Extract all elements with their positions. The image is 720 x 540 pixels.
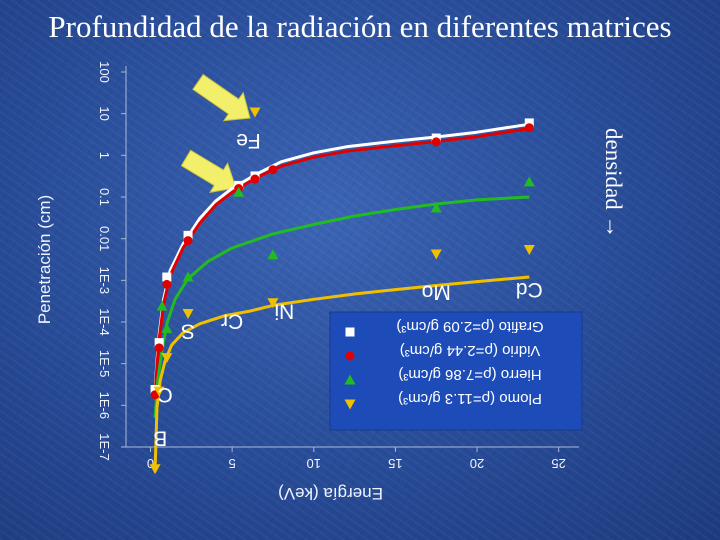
- series-3-point: [182, 271, 194, 282]
- y-tick-label: 0.01: [97, 226, 112, 251]
- legend-label: Grafito (ρ=2.09 g/cm³): [396, 318, 543, 335]
- series-4-point: [149, 464, 161, 475]
- series-line-4: [153, 275, 530, 469]
- fe-arrow: [192, 73, 251, 122]
- series-2-point: [431, 137, 441, 147]
- series-2-point: [250, 174, 260, 184]
- series-2-point: [154, 343, 164, 353]
- y-tick-label: 10: [97, 106, 112, 120]
- series-1-point: [154, 338, 164, 348]
- series-4-point: [267, 298, 279, 309]
- legend-label: Vidrio (ρ=2.44 g/cm³): [400, 342, 540, 359]
- y-tick-label: 1: [97, 152, 112, 159]
- series-line-2: [153, 127, 530, 395]
- series-3-point: [156, 300, 168, 311]
- x-tick-label: 20: [470, 456, 484, 471]
- y-tick-label: 1E-4: [97, 308, 112, 335]
- series-3-point: [267, 249, 279, 260]
- y-tick-label: 0.1: [97, 188, 112, 206]
- element-label: B: [153, 426, 167, 449]
- legend-marker: [344, 399, 356, 410]
- series-3-point: [233, 186, 245, 197]
- y-tick-label: 1E-7: [97, 433, 112, 460]
- series-4-point: [161, 353, 173, 364]
- series-4-point: [523, 244, 535, 255]
- series-1-point: [162, 272, 172, 282]
- series-2-point: [162, 279, 172, 289]
- element-label: S: [181, 320, 195, 343]
- x-tick-label: 25: [551, 456, 565, 471]
- x-tick-label: 5: [229, 456, 236, 471]
- element-label: Fe: [236, 129, 261, 152]
- series-3-point: [161, 322, 173, 333]
- series-1-point: [524, 118, 534, 128]
- legend-marker: [344, 374, 356, 385]
- legend-label: Hierro (ρ=7.86 g/cm³): [398, 366, 541, 383]
- y-tick-label: 1E-5: [97, 350, 112, 377]
- element-label: Cd: [516, 278, 543, 301]
- x-tick-label: 0: [147, 456, 154, 471]
- legend-marker: [345, 327, 355, 337]
- y-tick-label: 1E-6: [97, 392, 112, 419]
- series-4-point: [182, 308, 194, 319]
- series-1-point: [183, 230, 193, 240]
- y-axis-label: Penetración (cm): [35, 195, 54, 324]
- element-label: Ni: [274, 300, 294, 323]
- element-label: C: [158, 383, 173, 406]
- series-3-point: [523, 176, 535, 187]
- legend-label: Plomo (ρ=11.3 g/cm³): [398, 390, 542, 407]
- element-label: Mo: [422, 280, 451, 303]
- element-label: Cr: [221, 309, 243, 332]
- legend-marker: [345, 351, 355, 361]
- series-3-point: [430, 202, 442, 213]
- series-2-point: [183, 236, 193, 246]
- series-4-point: [153, 386, 165, 397]
- x-axis-label: Energía (keV): [278, 484, 383, 503]
- y-tick-label: 1E-3: [97, 267, 112, 294]
- y-tick-label: 100: [97, 61, 112, 83]
- k-edge-arrow: [180, 149, 237, 193]
- series-4-point: [430, 249, 442, 260]
- density-annotation: densidad →: [601, 128, 626, 239]
- series-1-point: [150, 384, 160, 394]
- x-tick-label: 10: [307, 456, 321, 471]
- series-4-point: [249, 107, 261, 118]
- series-2-point: [268, 165, 278, 175]
- x-tick-label: 15: [388, 456, 402, 471]
- series-2-point: [524, 123, 534, 133]
- legend-box: [329, 311, 583, 431]
- slide-title: Profundidad de la radiación en diferente…: [48, 9, 672, 44]
